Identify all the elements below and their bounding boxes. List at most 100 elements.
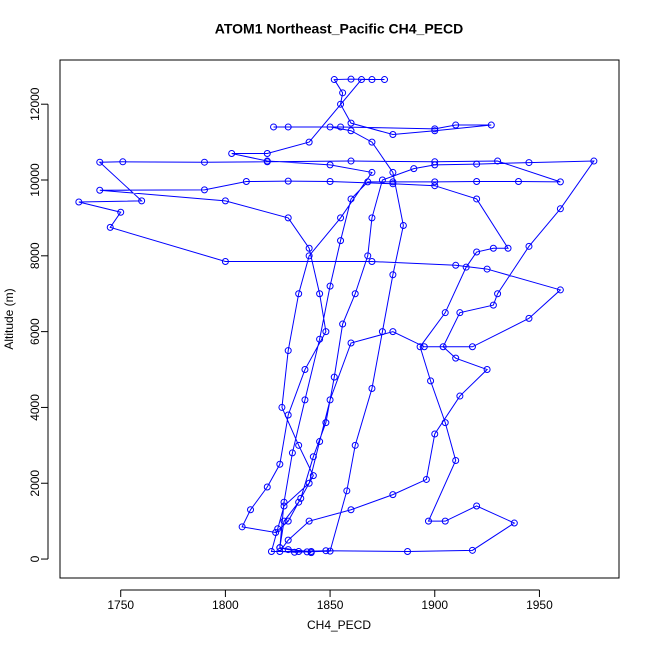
data-point: [347, 119, 355, 127]
data-point: [326, 282, 334, 290]
y-tick-label: 6000: [28, 318, 42, 345]
data-point: [468, 343, 476, 351]
data-point: [276, 547, 284, 555]
data-point: [337, 123, 345, 131]
data-point: [378, 176, 386, 184]
x-tick-label: 1800: [212, 598, 239, 612]
data-point: [427, 377, 435, 385]
data-point: [295, 547, 303, 555]
data-point: [272, 529, 280, 537]
data-point: [347, 506, 355, 514]
data-point: [431, 125, 439, 133]
data-point: [305, 479, 313, 487]
data-point: [200, 158, 208, 166]
data-point: [284, 546, 292, 554]
data-point: [468, 546, 476, 554]
data-point: [295, 441, 303, 449]
data-point: [305, 138, 313, 146]
data-point: [263, 483, 271, 491]
y-tick-label: 4000: [28, 394, 42, 421]
data-point: [525, 314, 533, 322]
data-point: [309, 472, 317, 480]
y-tick-label: 0: [28, 555, 42, 562]
data-point: [337, 100, 345, 108]
data-point: [368, 214, 376, 222]
data-point: [489, 301, 497, 309]
data-point: [556, 205, 564, 213]
data-point: [242, 178, 250, 186]
data-point: [276, 544, 284, 552]
data-point: [326, 396, 334, 404]
data-point: [441, 309, 449, 317]
data-point: [473, 195, 481, 203]
data-point: [270, 123, 278, 131]
data-point: [284, 123, 292, 131]
data-point: [343, 487, 351, 495]
data-point: [288, 449, 296, 457]
data-point: [590, 157, 598, 165]
data-point: [316, 335, 324, 343]
data-point: [347, 75, 355, 83]
data-point: [389, 328, 397, 336]
data-point: [305, 244, 313, 252]
x-tick-label: 1900: [421, 598, 448, 612]
data-point: [556, 178, 564, 186]
data-point: [347, 195, 355, 203]
data-point: [473, 502, 481, 510]
data-point: [96, 186, 104, 194]
data-point: [368, 257, 376, 265]
y-tick-label: 2000: [28, 470, 42, 497]
data-point: [117, 208, 125, 216]
data-point: [487, 121, 495, 129]
data-point: [309, 453, 317, 461]
data-point: [284, 536, 292, 544]
x-axis-label: CH4_PECD: [307, 618, 371, 632]
data-point: [483, 366, 491, 374]
data-point: [364, 252, 372, 260]
data-point: [295, 498, 303, 506]
y-tick-label: 12000: [28, 87, 42, 121]
data-line: [78, 78, 595, 554]
data-point: [284, 177, 292, 185]
data-point: [274, 525, 282, 533]
data-point: [284, 517, 292, 525]
data-point: [504, 244, 512, 252]
data-point: [404, 547, 412, 555]
data-point: [378, 328, 386, 336]
data-point: [200, 186, 208, 194]
x-tick-label: 1950: [526, 598, 553, 612]
data-point: [351, 441, 359, 449]
y-axis-label: Altitude (m): [2, 288, 16, 349]
data-point: [284, 214, 292, 222]
data-point: [364, 178, 372, 186]
data-point: [431, 178, 439, 186]
data-point: [284, 347, 292, 355]
x-tick-label: 1750: [107, 598, 134, 612]
data-point: [297, 494, 305, 502]
data-point: [494, 290, 502, 298]
data-point: [330, 373, 338, 381]
data-point: [247, 506, 255, 514]
data-point: [389, 180, 397, 188]
data-point: [456, 309, 464, 317]
data-point: [416, 343, 424, 351]
data-point: [347, 127, 355, 135]
data-point: [452, 354, 460, 362]
data-point: [263, 157, 271, 165]
data-point: [431, 430, 439, 438]
data-point: [389, 491, 397, 499]
data-point: [431, 158, 439, 166]
data-point: [322, 547, 330, 555]
data-point: [301, 366, 309, 374]
data-point: [337, 214, 345, 222]
data-point: [276, 460, 284, 468]
data-point: [510, 519, 518, 527]
data-point: [280, 502, 288, 510]
data-point: [525, 242, 533, 250]
data-point: [456, 392, 464, 400]
data-point: [368, 168, 376, 176]
data-point: [389, 168, 397, 176]
data-point: [525, 159, 533, 167]
data-point: [473, 160, 481, 168]
